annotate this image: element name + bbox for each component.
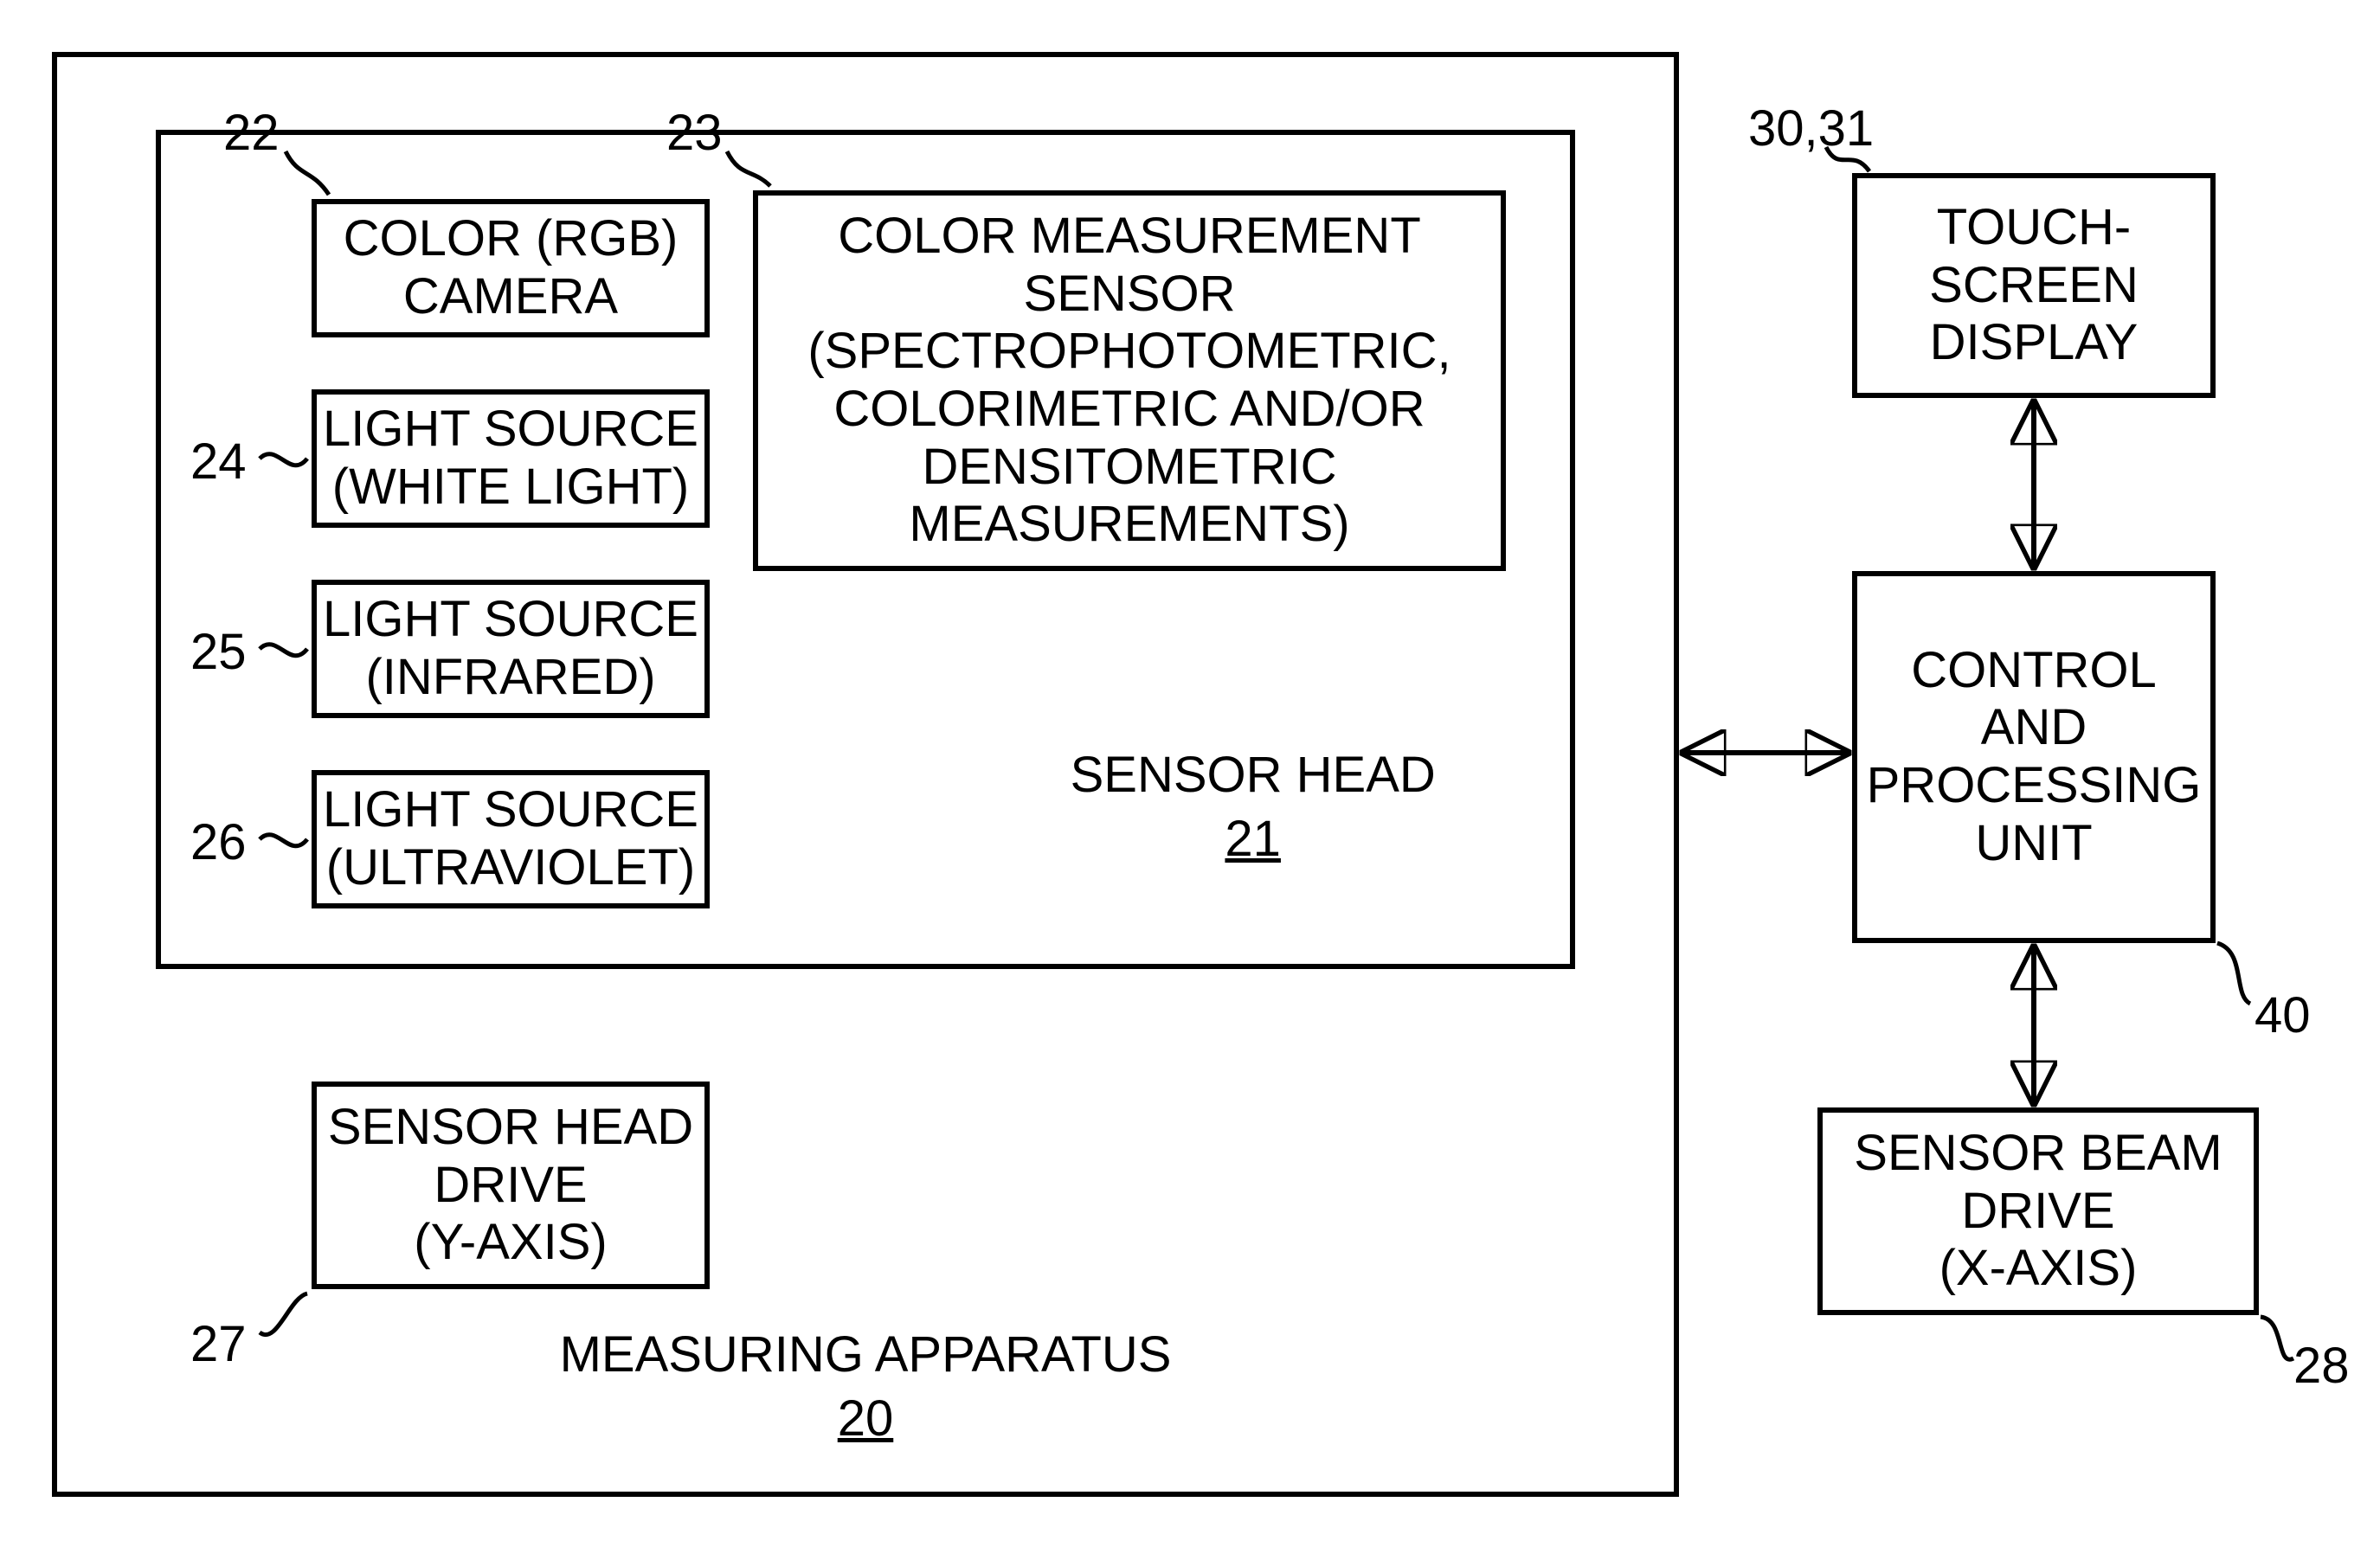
camera-line2: CAMERA — [403, 268, 618, 326]
ref-23: 23 — [666, 104, 723, 162]
ref-30-31: 30,31 — [1748, 99, 1874, 157]
light-white-line2: (WHITE LIGHT) — [332, 459, 689, 517]
sensor-head-title: SENSOR HEAD — [936, 747, 1570, 805]
shd-line2: DRIVE — [434, 1157, 587, 1215]
ref-28: 28 — [2293, 1337, 2350, 1395]
ref-27: 27 — [190, 1315, 247, 1373]
leader-40 — [2217, 943, 2250, 1004]
shd-line1: SENSOR HEAD — [328, 1099, 693, 1157]
ref-22: 22 — [223, 104, 280, 162]
touch-line3: DISPLAY — [1930, 314, 2139, 372]
color-sensor-line6: MEASUREMENTS) — [909, 496, 1349, 554]
box-camera: COLOR (RGB) CAMERA — [312, 199, 710, 337]
box-control-unit: CONTROL AND PROCESSING UNIT — [1852, 571, 2216, 943]
color-sensor-line3: (SPECTROPHOTOMETRIC, — [807, 323, 1451, 381]
color-sensor-line2: SENSOR — [1024, 266, 1236, 324]
light-ir-line1: LIGHT SOURCE — [323, 591, 698, 649]
cu-line3: PROCESSING — [1867, 757, 2202, 815]
touch-line1: TOUCH- — [1937, 199, 2131, 257]
cu-line2: AND — [1981, 699, 2087, 757]
measuring-apparatus-title: MEASURING APPARATUS — [57, 1326, 1674, 1384]
ref-26: 26 — [190, 813, 247, 871]
sbd-line2: DRIVE — [1961, 1183, 2114, 1241]
box-color-sensor: COLOR MEASUREMENT SENSOR (SPECTROPHOTOME… — [753, 190, 1506, 571]
measuring-apparatus-number: 20 — [57, 1390, 1674, 1448]
light-white-line1: LIGHT SOURCE — [323, 401, 698, 459]
ref-40: 40 — [2255, 986, 2311, 1044]
touch-line2: SCREEN — [1929, 257, 2139, 315]
shd-line3: (Y-AXIS) — [414, 1214, 607, 1272]
light-uv-line2: (ULTRAVIOLET) — [326, 839, 695, 897]
box-light-ir: LIGHT SOURCE (INFRARED) — [312, 580, 710, 718]
cu-line4: UNIT — [1975, 815, 2092, 873]
sbd-line1: SENSOR BEAM — [1854, 1125, 2222, 1183]
ref-25: 25 — [190, 623, 247, 681]
color-sensor-line4: COLORIMETRIC AND/OR — [833, 381, 1425, 439]
leader-28 — [2261, 1317, 2293, 1359]
sbd-line3: (X-AXIS) — [1939, 1240, 2138, 1298]
camera-line1: COLOR (RGB) — [344, 210, 679, 268]
color-sensor-line1: COLOR MEASUREMENT — [838, 208, 1421, 266]
box-sensor-beam-drive: SENSOR BEAM DRIVE (X-AXIS) — [1817, 1107, 2259, 1315]
light-ir-line2: (INFRARED) — [365, 649, 655, 707]
color-sensor-line5: DENSITOMETRIC — [922, 439, 1336, 497]
light-uv-line1: LIGHT SOURCE — [323, 781, 698, 839]
ref-24: 24 — [190, 433, 247, 491]
box-sensor-head-drive: SENSOR HEAD DRIVE (Y-AXIS) — [312, 1082, 710, 1289]
box-light-white: LIGHT SOURCE (WHITE LIGHT) — [312, 389, 710, 528]
box-light-uv: LIGHT SOURCE (ULTRAVIOLET) — [312, 770, 710, 908]
box-touchscreen: TOUCH- SCREEN DISPLAY — [1852, 173, 2216, 398]
cu-line1: CONTROL — [1911, 642, 2157, 700]
sensor-head-number: 21 — [936, 811, 1570, 869]
diagram-stage: MEASURING APPARATUS 20 SENSOR HEAD 21 CO… — [0, 0, 2380, 1547]
